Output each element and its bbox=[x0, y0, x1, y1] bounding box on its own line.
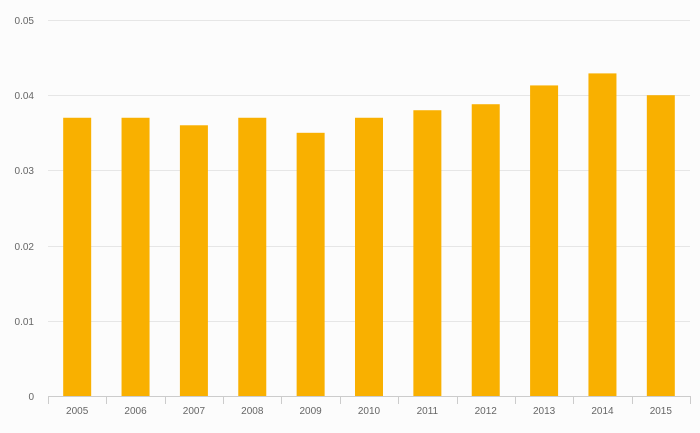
x-tick-label: 2005 bbox=[66, 406, 89, 417]
x-tick-label: 2011 bbox=[417, 406, 439, 417]
x-tick-label: 2007 bbox=[183, 406, 206, 417]
x-tick-label: 2012 bbox=[475, 406, 498, 417]
bar-2007 bbox=[179, 125, 208, 396]
bar-2005 bbox=[63, 117, 92, 396]
x-tick-label: 2009 bbox=[300, 406, 323, 417]
bar-2010 bbox=[355, 117, 383, 396]
x-tick-label: 2015 bbox=[650, 406, 673, 417]
bars bbox=[63, 73, 675, 397]
y-axis-labels: 0 0.01 0.02 0.03 0.04 0.05 bbox=[15, 16, 35, 403]
y-tick-label: 0.01 bbox=[15, 317, 35, 328]
x-axis-labels: 2005 2006 2007 2008 2009 2010 2011 2012 2013 2014… bbox=[66, 406, 672, 417]
bar-2014 bbox=[588, 73, 617, 396]
bar-2011 bbox=[413, 110, 442, 397]
x-tick-label: 2006 bbox=[124, 406, 147, 417]
bar-2015 bbox=[646, 95, 675, 396]
y-tick-label: 0.02 bbox=[15, 242, 35, 253]
x-tick-label: 2013 bbox=[533, 406, 556, 417]
bar-2009 bbox=[296, 132, 325, 397]
bar-2008 bbox=[238, 117, 267, 396]
bar-2013 bbox=[530, 85, 559, 396]
y-tick-label: 0.03 bbox=[15, 166, 35, 177]
x-tick-label: 2014 bbox=[591, 406, 614, 417]
x-tick-label: 2010 bbox=[358, 406, 381, 417]
x-axis-ticks bbox=[48, 396, 691, 404]
y-tick-label: 0.05 bbox=[15, 16, 35, 27]
x-tick-label: 2008 bbox=[241, 406, 264, 417]
bar-2012 bbox=[471, 104, 500, 396]
bar-2006 bbox=[121, 117, 150, 396]
y-tick-label: 0.04 bbox=[15, 91, 35, 102]
y-tick-label: 0 bbox=[28, 392, 34, 403]
